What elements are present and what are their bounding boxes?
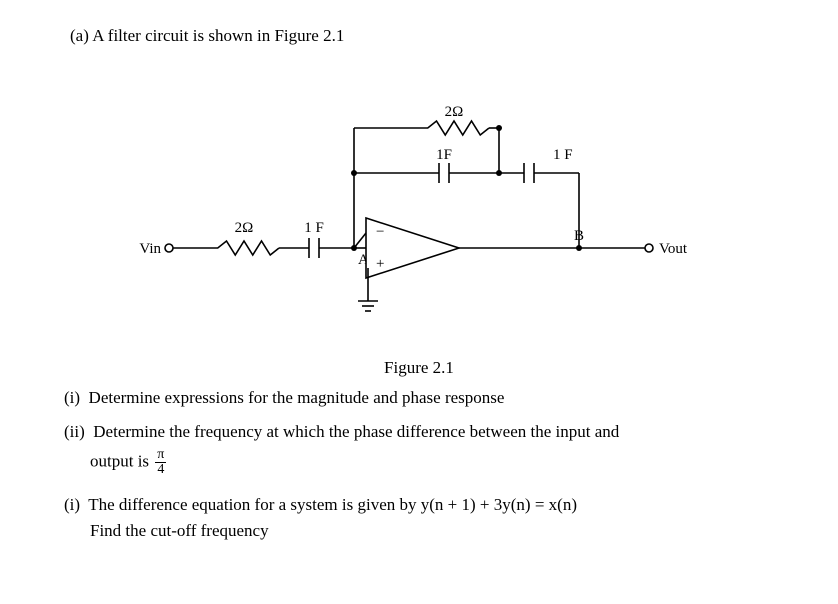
- fraction-pi-over-4: π 4: [155, 448, 166, 477]
- part-a-line: (a) A filter circuit is shown in Figure …: [30, 26, 808, 46]
- sub-i-text: Determine expressions for the magnitude …: [89, 388, 505, 407]
- sub-b-i-text-1: The difference equation for a system is …: [88, 495, 577, 514]
- svg-text:1 F: 1 F: [553, 147, 573, 163]
- sub-ii-line1: (ii) Determine the frequency at which th…: [30, 422, 808, 442]
- svg-text:1F: 1F: [436, 147, 452, 163]
- sub-b-i-label: (i): [64, 495, 80, 514]
- svg-text:1 F: 1 F: [304, 220, 324, 236]
- circuit-diagram: Vin2Ω1 FA−+BVout2Ω1F1 F: [139, 68, 699, 348]
- fraction-num: π: [155, 448, 166, 463]
- figure-caption: Figure 2.1: [30, 358, 808, 378]
- svg-text:−: −: [376, 224, 384, 240]
- sub-ii-text-2: output is: [90, 451, 149, 470]
- part-a-label: (a): [70, 26, 89, 45]
- fraction-den: 4: [155, 463, 166, 477]
- sub-ii-text-1: Determine the frequency at which the pha…: [93, 422, 619, 441]
- svg-text:2Ω: 2Ω: [445, 104, 464, 120]
- sub-i-label: (i): [64, 388, 80, 407]
- sub-i-line: (i) Determine expressions for the magnit…: [30, 388, 808, 408]
- svg-text:Vin: Vin: [139, 241, 161, 257]
- sub-ii-label: (ii): [64, 422, 85, 441]
- circuit-figure: Vin2Ω1 FA−+BVout2Ω1F1 F: [30, 68, 808, 348]
- sub-ii-line2: output is π 4: [30, 448, 808, 477]
- svg-text:Vout: Vout: [659, 241, 688, 257]
- sub-b-i-text-2: Find the cut-off frequency: [90, 521, 269, 540]
- sub-b-i-line1: (i) The difference equation for a system…: [30, 495, 808, 515]
- sub-b-i-line2: Find the cut-off frequency: [30, 521, 808, 541]
- svg-text:+: +: [376, 256, 384, 272]
- part-a-text: A filter circuit is shown in Figure 2.1: [92, 26, 344, 45]
- svg-text:2Ω: 2Ω: [235, 220, 254, 236]
